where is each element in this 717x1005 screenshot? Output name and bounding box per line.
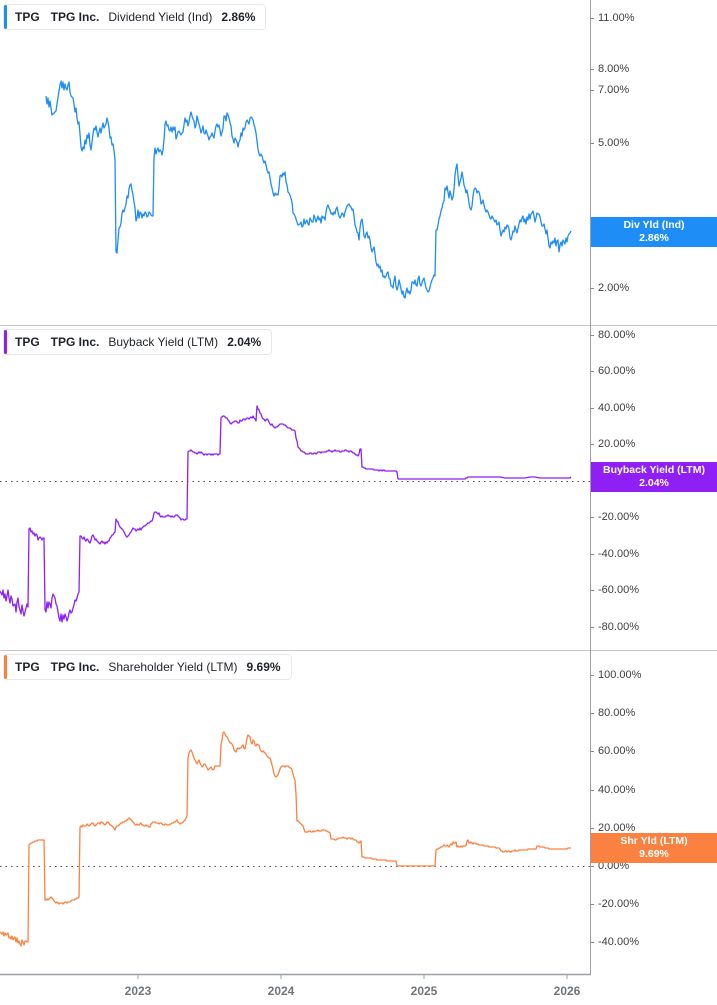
y-tick-label: 5.00% (590, 137, 630, 149)
buyback-yield-line (0, 405, 572, 623)
legend-shareholder-yield[interactable]: TPG TPG Inc. Shareholder Yield (LTM) 9.6… (3, 654, 292, 680)
y-tick-label: 11.00% (591, 12, 635, 24)
y-tick-label: 80.00% (590, 707, 636, 719)
tag-label: Shr Yld (LTM) (620, 835, 688, 847)
y-tick-label: 20.00% (590, 822, 636, 834)
y-tick-label: 0.00% (590, 860, 630, 872)
y-tick-label: 40.00% (590, 784, 636, 796)
y-tick-label: -80.00% (591, 621, 639, 633)
x-tick-label: 2026 (553, 984, 581, 998)
legend-value: 9.69% (246, 660, 281, 674)
legend-buyback-yield[interactable]: TPG TPG Inc. Buyback Yield (LTM) 2.04% (3, 329, 273, 355)
tag-value: 9.69% (639, 848, 669, 860)
y-tick-label: 100.00% (590, 669, 642, 681)
shareholder-yield-line (0, 731, 571, 947)
y-tick-label: 20.00% (590, 438, 636, 450)
series-color-swatch (4, 330, 7, 354)
y-tick-label: 60.00% (590, 365, 636, 377)
dividend-yield-line (45, 80, 572, 299)
y-tick-label: 7.00% (590, 84, 630, 96)
x-tick-label: 2024 (267, 984, 295, 998)
legend-metric: Buyback Yield (LTM) (108, 335, 219, 349)
legend-company: TPG Inc. (50, 335, 100, 349)
last-value-tag-buyback: Buyback Yield (LTM) 2.04% (591, 462, 717, 492)
y-tick-label: -60.00% (591, 584, 639, 596)
legend-value: 2.04% (227, 335, 262, 349)
y-tick-label: 8.00% (590, 63, 630, 75)
last-value-tag-shareholder: Shr Yld (LTM) 9.69% (591, 833, 717, 863)
y-tick-label: -20.00% (591, 511, 639, 523)
legend-metric: Shareholder Yield (LTM) (108, 660, 238, 674)
legend-metric: Dividend Yield (Ind) (108, 10, 213, 24)
legend-ticker: TPG (15, 660, 40, 674)
x-tick-label: 2025 (410, 984, 438, 998)
series-color-swatch (4, 655, 7, 679)
last-value-tag-dividend: Div Yld (Ind) 2.86% (591, 217, 717, 247)
tag-label: Buyback Yield (LTM) (603, 464, 705, 476)
y-tick-label: -20.00% (591, 898, 639, 910)
y-tick-label: -40.00% (591, 548, 639, 560)
legend-company: TPG Inc. (50, 660, 100, 674)
tag-label: Div Yld (Ind) (623, 219, 685, 231)
legend-ticker: TPG (15, 335, 40, 349)
tag-value: 2.04% (639, 477, 669, 489)
y-tick-label: 2.00% (590, 282, 630, 294)
y-tick-label: 80.00% (590, 329, 636, 341)
legend-value: 2.86% (221, 10, 256, 24)
x-axis-ticks (137, 975, 568, 979)
legend-ticker: TPG (15, 10, 40, 24)
tag-value: 2.86% (639, 232, 669, 244)
legend-company: TPG Inc. (50, 10, 100, 24)
y-tick-label: 40.00% (590, 402, 636, 414)
y-tick-label: 60.00% (590, 745, 636, 757)
x-tick-label: 2023 (124, 984, 152, 998)
y-tick-label: -40.00% (591, 936, 639, 948)
legend-dividend-yield[interactable]: TPG TPG Inc. Dividend Yield (Ind) 2.86% (3, 4, 267, 30)
series-color-swatch (4, 5, 7, 29)
